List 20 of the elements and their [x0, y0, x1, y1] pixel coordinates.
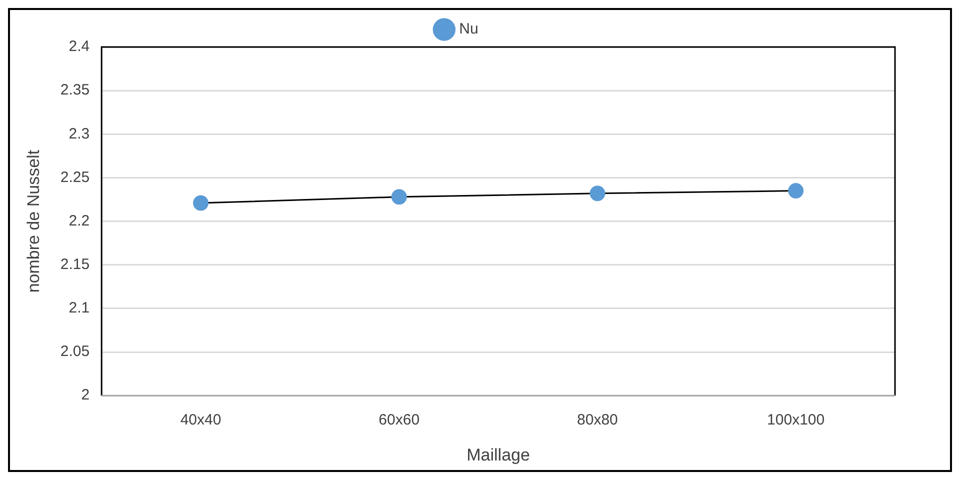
x-tick-label: 40x40 — [180, 412, 222, 429]
x-tick-label: 100x100 — [767, 412, 825, 429]
y-tick-label: 2.05 — [60, 343, 90, 360]
x-axis-title: Maillage — [466, 445, 530, 464]
y-axis-title: nombre de Nusselt — [24, 150, 43, 293]
x-tick-label: 60x60 — [378, 412, 420, 429]
y-tick-label: 2.1 — [68, 300, 90, 317]
y-tick-label: 2.35 — [60, 82, 90, 99]
y-tick-label: 2.2 — [68, 212, 90, 230]
point — [193, 195, 209, 211]
point — [590, 186, 606, 202]
y-tick-label: 2.3 — [68, 125, 90, 142]
y-tick-label: 2.4 — [68, 38, 90, 56]
y-tick-label: 2.15 — [60, 256, 90, 274]
y-tick-label: 2.25 — [60, 168, 90, 186]
y-tick-label: 2 — [81, 386, 90, 404]
point — [788, 183, 804, 199]
x-tick-label: 80x80 — [577, 412, 618, 429]
point — [391, 189, 407, 205]
legend-label: Nu — [459, 20, 478, 38]
